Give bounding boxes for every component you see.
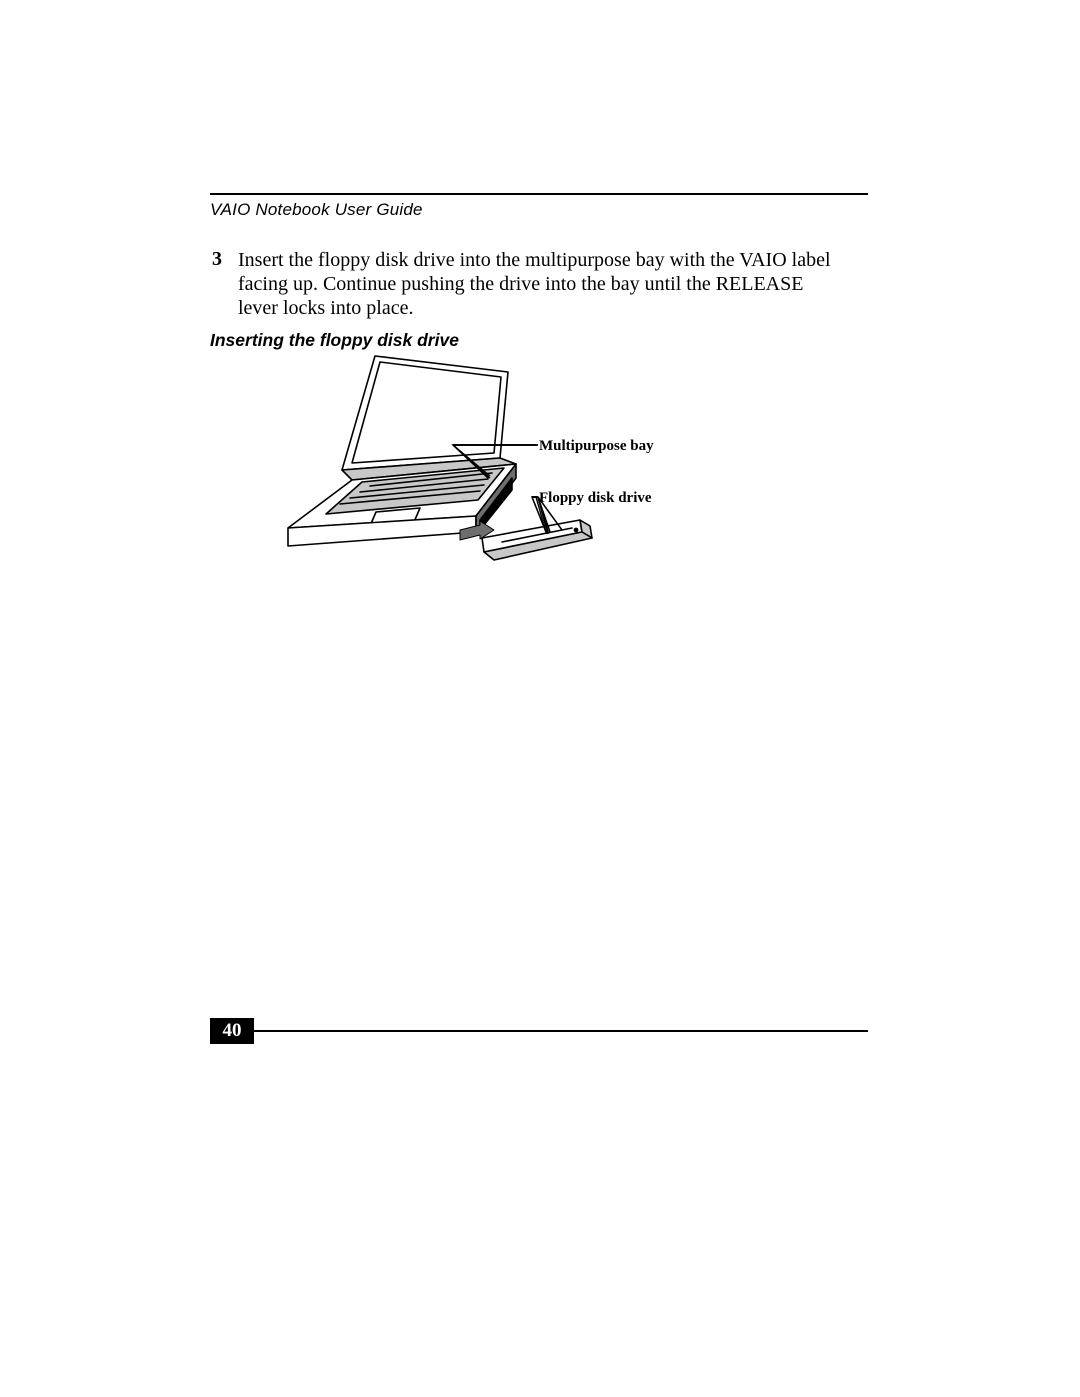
step-number: 3 xyxy=(212,248,222,271)
step-text: Insert the floppy disk drive into the mu… xyxy=(238,248,848,320)
label-floppy-disk-drive: Floppy disk drive xyxy=(539,490,652,507)
label-multipurpose-bay: Multipurpose bay xyxy=(539,438,654,455)
bottom-rule xyxy=(254,1030,868,1032)
top-rule xyxy=(210,193,868,195)
laptop-insert-fdd-illustration xyxy=(280,350,700,580)
figure-caption: Inserting the floppy disk drive xyxy=(210,330,459,351)
page-number: 40 xyxy=(210,1018,254,1044)
running-header: VAIO Notebook User Guide xyxy=(210,200,423,220)
page: VAIO Notebook User Guide 3 Insert the fl… xyxy=(0,0,1080,1397)
